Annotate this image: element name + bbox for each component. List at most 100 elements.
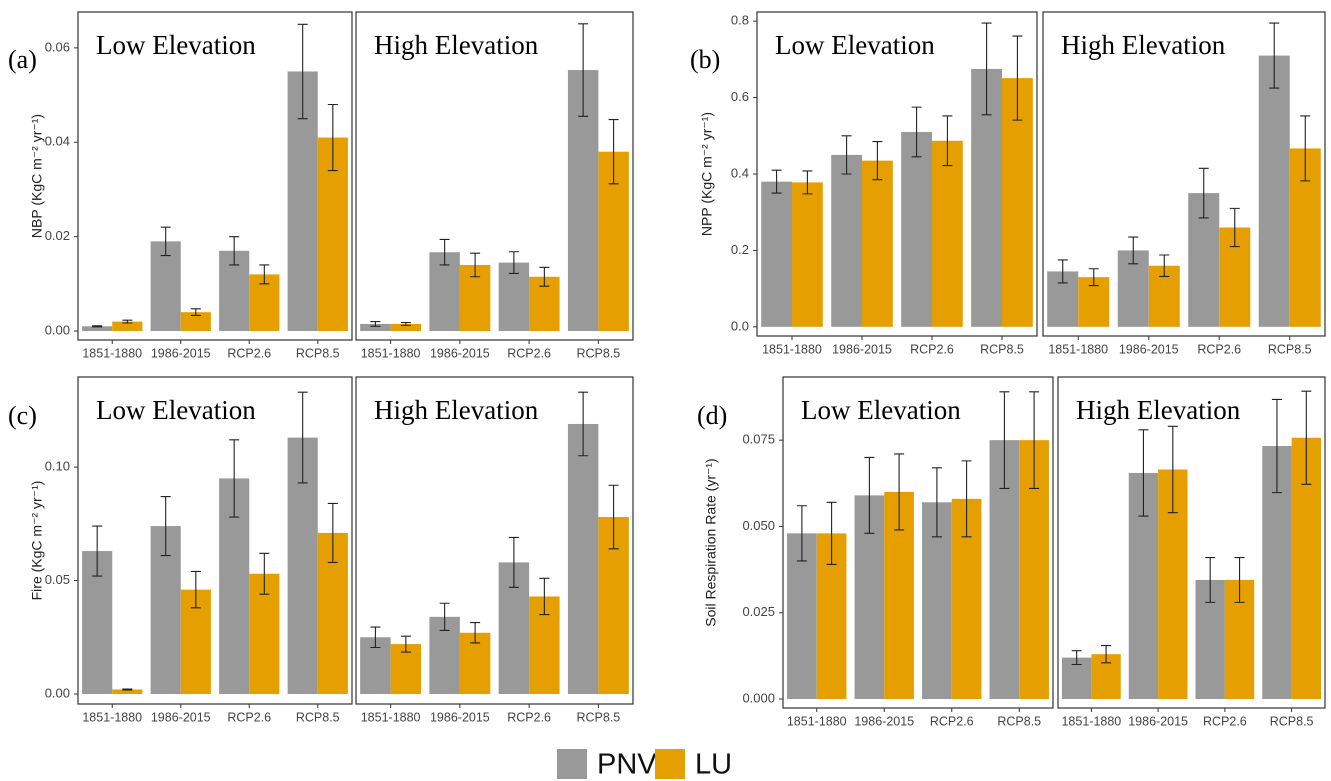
x-tick-label: 1851-1880	[82, 710, 142, 724]
bar	[112, 689, 143, 695]
error-bar	[1301, 390, 1312, 485]
error-bar	[1057, 259, 1068, 284]
facet-title: High Elevation	[374, 395, 539, 425]
facet-frame	[355, 11, 634, 341]
x-tick-label: 1986-2015	[151, 710, 211, 724]
error-bar	[578, 23, 589, 117]
error-bar	[92, 325, 103, 328]
x-tick-label: RCP8.5	[1270, 714, 1314, 728]
error-bar	[802, 170, 813, 195]
facet-frame	[77, 11, 353, 341]
panel-label: (d)	[697, 401, 727, 430]
y-tick-label: 0.05	[45, 572, 70, 587]
error-bar	[981, 22, 992, 116]
error-bar	[400, 321, 411, 326]
error-bar	[470, 252, 481, 278]
bar	[498, 262, 530, 332]
error-bar	[122, 688, 133, 691]
facet-title: Low Elevation	[775, 30, 935, 60]
x-tick-label: RCP8.5	[1268, 342, 1312, 356]
error-bar	[160, 496, 171, 557]
error-bar	[1138, 429, 1149, 517]
error-bar	[942, 115, 953, 167]
error-bar	[826, 501, 837, 565]
error-bar	[1234, 556, 1245, 603]
error-bar	[1198, 167, 1209, 219]
y-tick-label: 0.00	[45, 685, 70, 700]
error-bar	[327, 502, 338, 563]
error-bar	[1229, 207, 1240, 248]
facet-frame	[1057, 376, 1326, 709]
panel-label: (c)	[8, 401, 37, 430]
facet-frame	[782, 376, 1054, 709]
error-bar	[1167, 425, 1178, 514]
error-bar	[1101, 644, 1112, 664]
y-tick-label: 0.10	[45, 459, 70, 474]
y-tick-label: 0.8	[731, 13, 749, 28]
error-bar	[578, 391, 589, 457]
y-axis-label: NPP (KgC m⁻² yr⁻¹)	[699, 112, 715, 236]
error-bar	[894, 453, 905, 531]
x-tick-label: 1986-2015	[430, 710, 490, 724]
error-bar	[1269, 22, 1280, 89]
error-bar	[796, 505, 807, 562]
x-tick-label: RCP2.6	[1197, 342, 1241, 356]
error-bar	[1071, 650, 1082, 666]
x-tick-label: 1851-1880	[762, 342, 822, 356]
error-bar	[229, 236, 240, 266]
facet-title: Low Elevation	[801, 395, 961, 425]
x-tick-label: 1851-1880	[361, 346, 421, 360]
x-tick-label: RCP2.6	[507, 710, 551, 724]
x-tick-label: 1986-2015	[832, 342, 892, 356]
y-tick-label: 0.6	[731, 89, 749, 104]
x-tick-label: 1851-1880	[361, 710, 421, 724]
error-bar	[190, 570, 201, 609]
facet-title: High Elevation	[1076, 395, 1241, 425]
facet-frame	[1042, 11, 1326, 337]
error-bar	[1205, 556, 1216, 603]
x-tick-label: RCP8.5	[997, 714, 1041, 728]
x-tick-label: 1986-2015	[430, 346, 490, 360]
x-tick-label: RCP8.5	[980, 342, 1024, 356]
error-bar	[370, 626, 381, 649]
x-tick-label: RCP8.5	[576, 710, 620, 724]
error-bar	[92, 525, 103, 577]
bar	[360, 323, 391, 332]
legend-label: PNV	[597, 749, 657, 781]
error-bar	[911, 106, 922, 158]
y-tick-label: 0.0	[731, 318, 749, 333]
error-bar	[508, 251, 519, 275]
error-bar	[1300, 115, 1311, 182]
error-bar	[259, 264, 270, 285]
x-tick-label: 1986-2015	[1128, 714, 1188, 728]
error-bar	[961, 460, 972, 538]
x-tick-label: 1986-2015	[1119, 342, 1179, 356]
x-tick-label: RCP2.6	[227, 346, 271, 360]
error-bar	[1012, 35, 1023, 121]
y-tick-label: 0.02	[45, 228, 70, 243]
facet-title: High Elevation	[1061, 30, 1226, 60]
x-tick-label: RCP2.6	[910, 342, 954, 356]
error-bar	[470, 621, 481, 644]
x-tick-label: RCP2.6	[1203, 714, 1247, 728]
facet-title: Low Elevation	[96, 395, 256, 425]
y-tick-label: 0.00	[45, 322, 70, 337]
error-bar	[259, 552, 270, 595]
bar	[862, 160, 893, 327]
y-tick-label: 0.025	[742, 604, 775, 619]
bar	[792, 182, 823, 327]
error-bar	[841, 135, 852, 175]
legend-swatch	[557, 749, 587, 779]
error-bar	[508, 536, 519, 588]
facet-frame	[355, 376, 634, 705]
x-tick-label: RCP8.5	[296, 710, 340, 724]
error-bar	[539, 577, 550, 616]
error-bar	[160, 226, 171, 257]
error-bar	[1088, 268, 1099, 287]
bar	[180, 312, 211, 332]
error-bar	[999, 391, 1010, 490]
x-tick-label: RCP2.6	[227, 710, 271, 724]
y-axis-label: Soil Respiration Rate (yr⁻¹)	[703, 458, 719, 626]
error-bar	[1159, 254, 1170, 277]
facet-frame	[77, 376, 353, 705]
